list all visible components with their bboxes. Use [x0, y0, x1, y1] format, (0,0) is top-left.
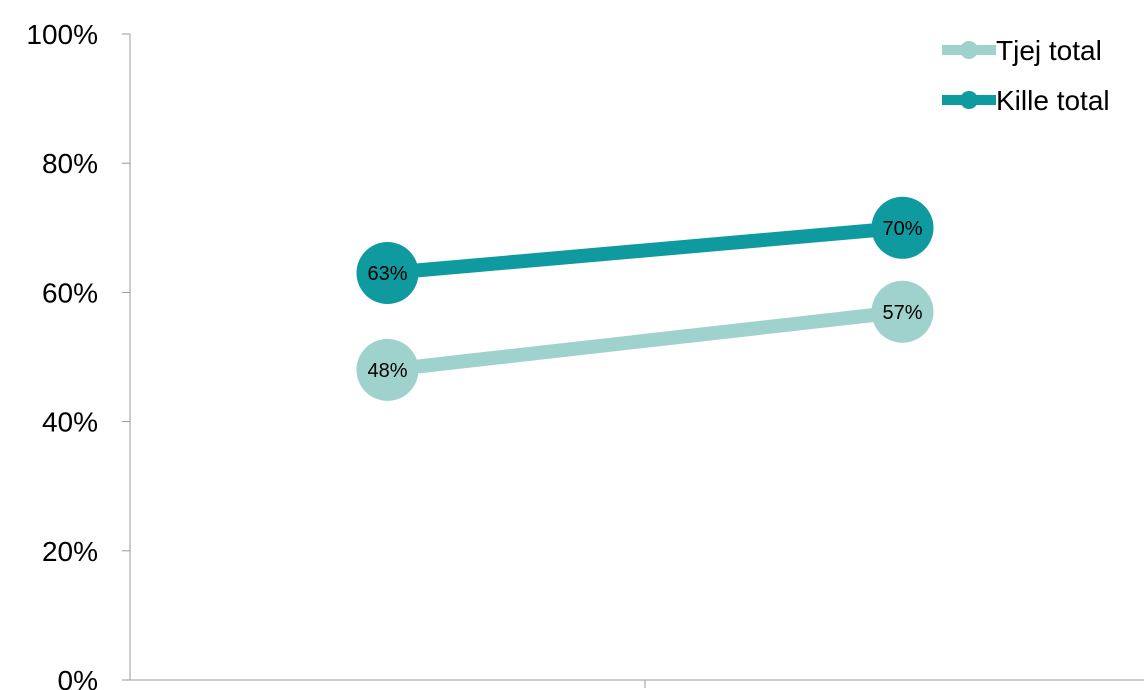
data-label: 63%	[367, 263, 407, 285]
legend-marker	[960, 91, 978, 109]
data-point	[871, 280, 934, 343]
data-label: 57%	[882, 302, 922, 324]
y-tick-label: 20%	[42, 536, 98, 567]
data-point	[871, 196, 934, 259]
series-1: 48% 57%	[356, 280, 934, 401]
legend-label: Tjej total	[996, 35, 1102, 66]
y-tick-label: 100%	[26, 19, 98, 50]
data-point	[356, 242, 419, 305]
legend-label: Kille total	[996, 85, 1110, 116]
legend-item-2: Kille total	[942, 85, 1110, 116]
series-2: 63% 70%	[356, 196, 934, 305]
axes	[129, 34, 1144, 688]
series-line	[386, 220, 904, 280]
y-tick-label: 60%	[42, 277, 98, 308]
data-label: 70%	[882, 218, 922, 240]
legend-marker	[960, 41, 978, 59]
legend: Tjej total Kille total	[942, 35, 1110, 116]
data-label: 48%	[367, 360, 407, 382]
data-point	[356, 338, 419, 401]
y-tick-label: 80%	[42, 148, 98, 179]
series-line	[386, 304, 904, 377]
series-group: 48% 57% 63% 70%	[356, 196, 934, 401]
y-tick-label: 40%	[42, 407, 98, 438]
y-axis-ticks: 0% 20% 40% 60% 80% 100%	[26, 19, 130, 690]
legend-item-1: Tjej total	[942, 35, 1102, 66]
y-tick-label: 0%	[58, 665, 98, 690]
